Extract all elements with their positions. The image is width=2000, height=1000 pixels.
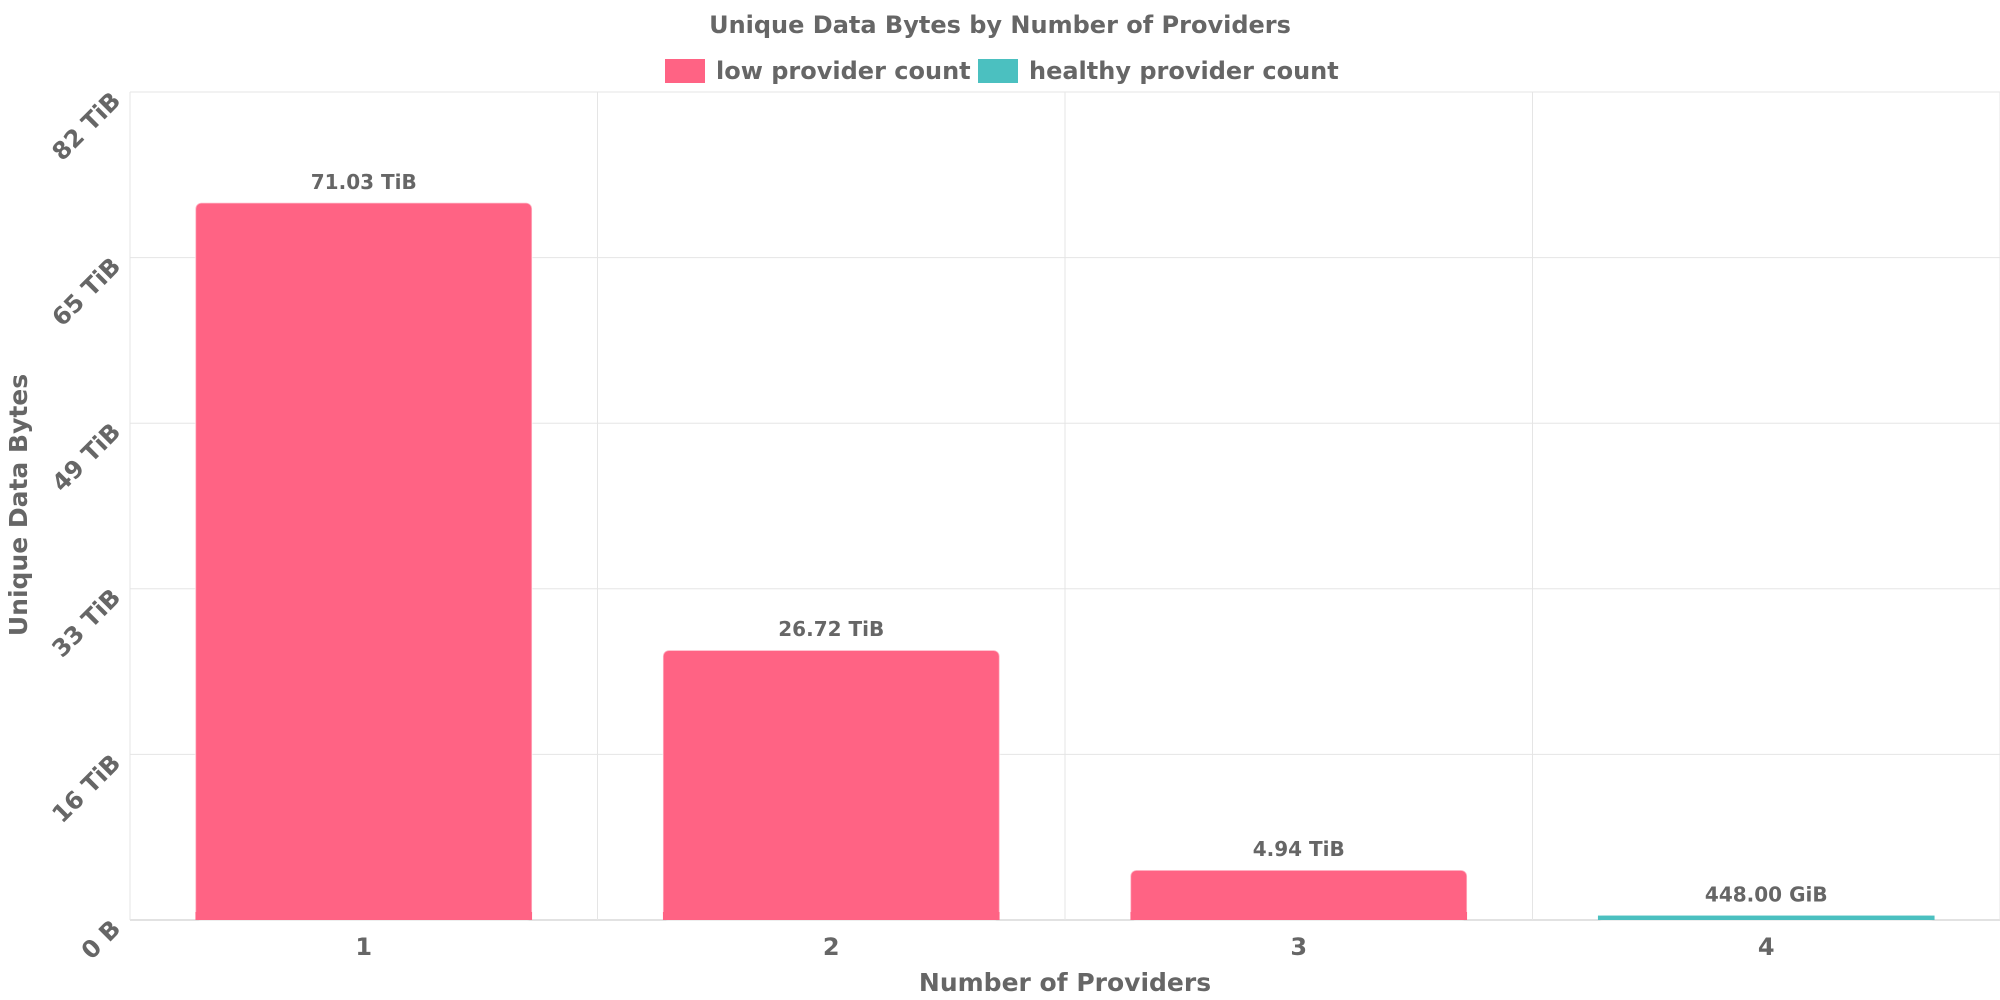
- legend-swatch-low-provider-count[interactable]: [665, 59, 705, 83]
- y-tick-label: 0 B: [76, 914, 126, 964]
- legend[interactable]: low provider count healthy provider coun…: [665, 57, 1339, 85]
- y-axis-label: Unique Data Bytes: [4, 374, 33, 636]
- x-tick-label: 2: [823, 933, 840, 961]
- legend-swatch-healthy-provider-count[interactable]: [978, 59, 1018, 83]
- y-axis-ticks: 0 B 16 TiB 33 TiB 49 TiB 65 TiB 82 TiB: [47, 86, 127, 964]
- data-label-4: 448.00 GiB: [1705, 883, 1828, 907]
- x-tick-label: 3: [1290, 933, 1307, 961]
- x-tick-label: 1: [355, 933, 372, 961]
- bar-base-1: [195, 912, 533, 920]
- x-axis-label: Number of Providers: [919, 968, 1211, 997]
- bar-base-4: [1597, 915, 1935, 920]
- y-tick-label: 16 TiB: [47, 749, 127, 829]
- bar-2[interactable]: [662, 649, 1001, 921]
- data-label-1: 71.03 TiB: [311, 170, 417, 194]
- data-label-2: 26.72 TiB: [778, 617, 884, 641]
- data-labels: 71.03 TiB 26.72 TiB 4.94 TiB 448.00 GiB: [311, 170, 1828, 907]
- y-tick-label: 65 TiB: [47, 252, 127, 332]
- x-axis-ticks: 1 2 3 4: [355, 933, 1774, 961]
- bar-base-3: [1130, 912, 1468, 920]
- legend-label-healthy-provider-count[interactable]: healthy provider count: [1029, 57, 1339, 85]
- bars: [194, 202, 1936, 921]
- data-label-3: 4.94 TiB: [1253, 837, 1345, 861]
- chart-title: Unique Data Bytes by Number of Providers: [709, 11, 1291, 39]
- bar-base-2: [662, 912, 1000, 920]
- legend-label-low-provider-count[interactable]: low provider count: [716, 57, 971, 85]
- x-tick-label: 4: [1758, 933, 1775, 961]
- y-tick-label: 49 TiB: [47, 418, 127, 498]
- y-tick-label: 82 TiB: [47, 86, 127, 166]
- y-tick-label: 33 TiB: [47, 583, 127, 663]
- bar-1[interactable]: [194, 202, 533, 921]
